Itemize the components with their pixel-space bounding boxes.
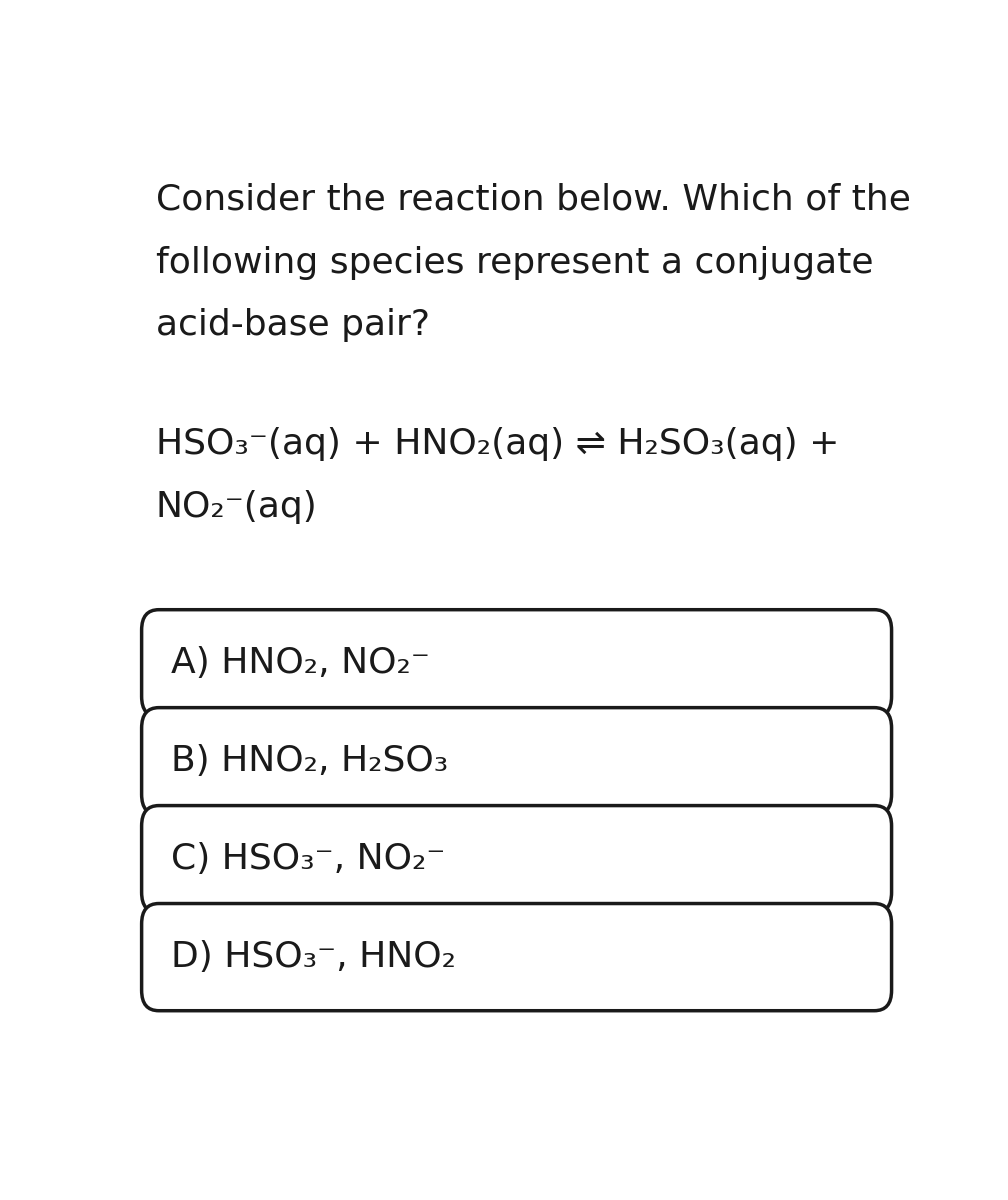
Text: A) HNO₂, NO₂⁻: A) HNO₂, NO₂⁻	[171, 647, 430, 680]
Text: D) HSO₃⁻, HNO₂: D) HSO₃⁻, HNO₂	[171, 940, 457, 974]
Text: acid-base pair?: acid-base pair?	[155, 308, 429, 342]
Text: B) HNO₂, H₂SO₃: B) HNO₂, H₂SO₃	[171, 744, 449, 779]
Text: following species represent a conjugate: following species represent a conjugate	[155, 246, 873, 280]
Text: C) HSO₃⁻, NO₂⁻: C) HSO₃⁻, NO₂⁻	[171, 842, 446, 876]
FancyBboxPatch shape	[141, 610, 891, 716]
Text: NO₂⁻(aq): NO₂⁻(aq)	[155, 490, 318, 523]
Text: Consider the reaction below. Which of the: Consider the reaction below. Which of th…	[155, 182, 910, 217]
FancyBboxPatch shape	[141, 805, 891, 913]
FancyBboxPatch shape	[141, 708, 891, 815]
Text: HSO₃⁻(aq) + HNO₂(aq) ⇌ H₂SO₃(aq) +: HSO₃⁻(aq) + HNO₂(aq) ⇌ H₂SO₃(aq) +	[155, 427, 840, 461]
FancyBboxPatch shape	[141, 904, 891, 1010]
